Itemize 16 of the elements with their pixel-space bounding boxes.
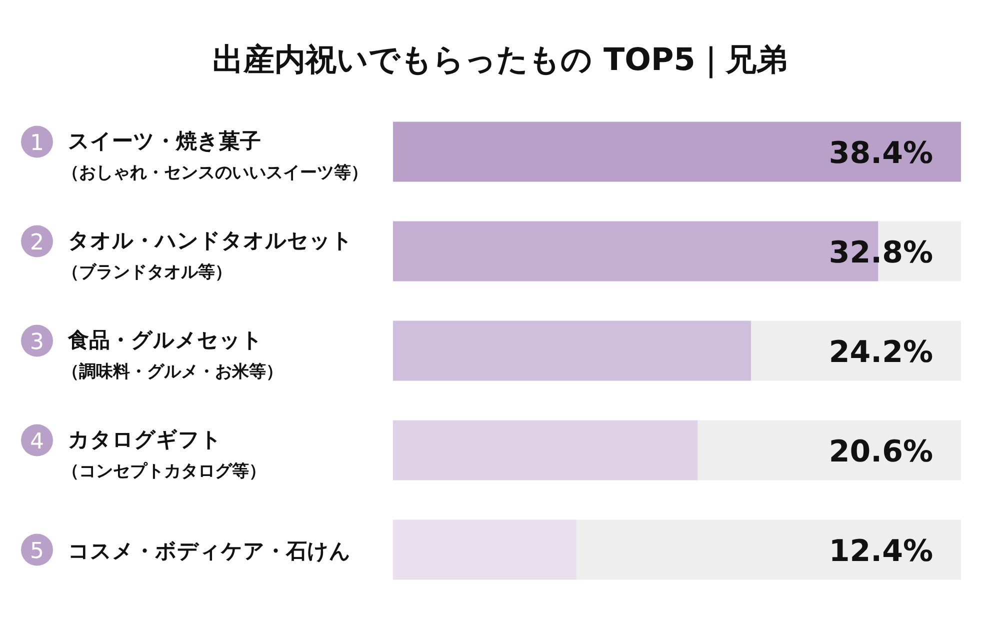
data-label: 12.4% <box>828 534 933 569</box>
data-label: 24.2% <box>828 334 933 370</box>
rank-badge: 2 <box>21 225 53 258</box>
data-label: 20.6% <box>828 434 933 470</box>
chart-title: 出産内祝いでもらったもの TOP5｜兄弟 <box>212 42 788 79</box>
y-tick-label: 食品・グルメセット（調味料・グルメ・お米等） <box>62 328 283 382</box>
rank-badge: 5 <box>21 534 53 566</box>
y-tick-label: タオル・ハンドタオルセット（ブランドタオル等） <box>62 228 353 282</box>
data-label: 32.8% <box>828 235 933 270</box>
data-label: 38.4% <box>828 136 933 171</box>
y-tick-label: コスメ・ボディケア・石けん <box>68 538 351 563</box>
y-tick-label: カタログギフト（コンセプトカタログ等） <box>62 427 266 482</box>
rank-badge: 3 <box>21 324 53 357</box>
rank-badge: 4 <box>21 424 53 456</box>
y-tick-label: スイーツ・焼き菓子（おしゃれ・センスのいいスイーツ等） <box>62 128 368 183</box>
rank-badge: 1 <box>21 126 53 158</box>
